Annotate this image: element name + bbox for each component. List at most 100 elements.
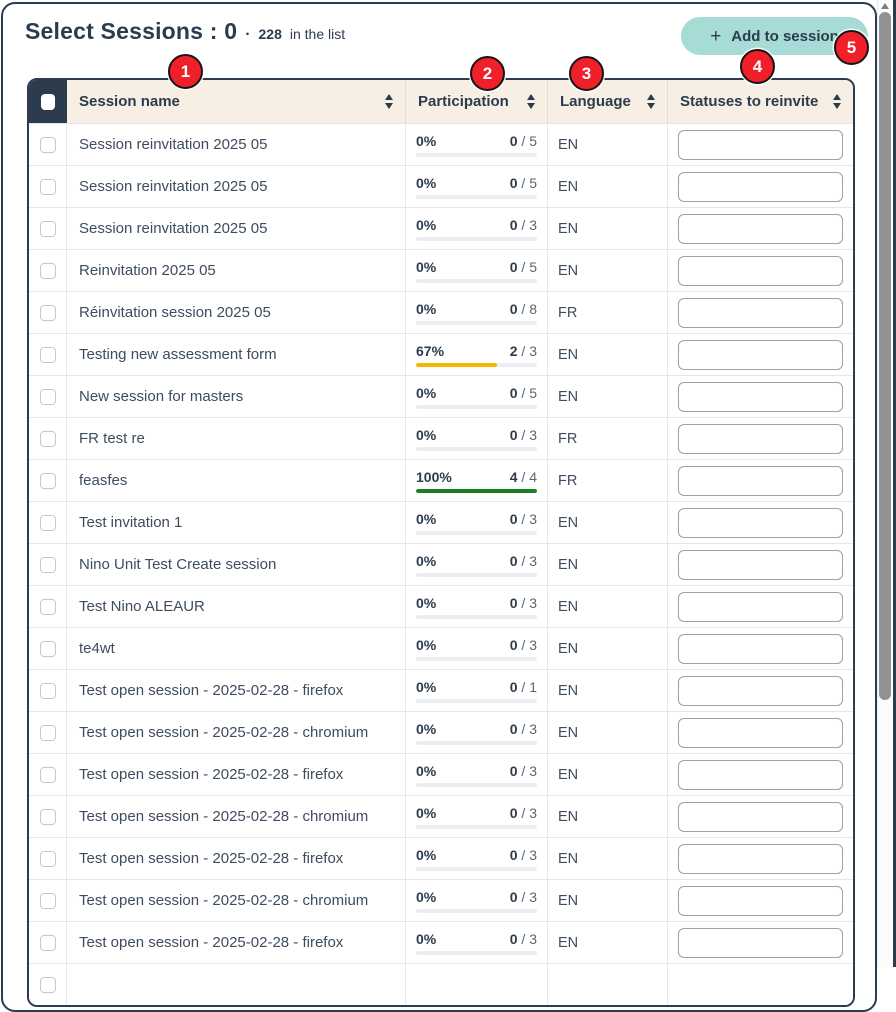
- statuses-to-reinvite-input[interactable]: [678, 255, 843, 286]
- row-checkbox[interactable]: [39, 178, 56, 195]
- select-all-cell[interactable]: [29, 80, 67, 123]
- row-checkbox[interactable]: [39, 934, 56, 951]
- row-checkbox[interactable]: [39, 682, 56, 699]
- language-code: EN: [558, 178, 579, 195]
- language-cell: EN: [548, 880, 668, 921]
- progress-bar-track: [416, 572, 537, 577]
- row-checkbox[interactable]: [39, 724, 56, 741]
- column-header-statuses-to-reinvite[interactable]: Statuses to reinvite: [668, 80, 853, 123]
- statuses-to-reinvite-input[interactable]: [678, 843, 843, 874]
- select-all-checkbox[interactable]: [41, 93, 55, 110]
- annotation-badge-1: 1: [168, 54, 203, 89]
- row-checkbox[interactable]: [39, 220, 56, 237]
- language-cell: EN: [548, 208, 668, 249]
- row-checkbox-cell: [29, 124, 67, 165]
- row-checkbox-cell: [29, 880, 67, 921]
- language-cell: FR: [548, 292, 668, 333]
- table-row: Test open session - 2025-02-28 - chromiu…: [29, 879, 853, 921]
- statuses-to-reinvite-input[interactable]: [678, 927, 843, 958]
- participation-cell: 0% 0 / 5: [406, 250, 548, 291]
- statuses-cell: [668, 124, 853, 165]
- statuses-to-reinvite-input[interactable]: [678, 801, 843, 832]
- participation-percent: 0%: [416, 426, 437, 443]
- participation-fraction: 0 / 3: [509, 720, 537, 737]
- participation-cell: 0% 0 / 3: [406, 922, 548, 963]
- progress-bar-fill: [416, 488, 537, 493]
- statuses-to-reinvite-input[interactable]: [678, 717, 843, 748]
- row-checkbox-cell: [29, 838, 67, 879]
- column-header-session-name[interactable]: Session name: [67, 80, 406, 123]
- row-checkbox[interactable]: [39, 388, 56, 405]
- statuses-to-reinvite-input[interactable]: [678, 465, 843, 496]
- progress-bar-track: [416, 782, 537, 787]
- statuses-to-reinvite-input[interactable]: [678, 297, 843, 328]
- statuses-to-reinvite-input[interactable]: [678, 885, 843, 916]
- statuses-to-reinvite-input[interactable]: [678, 759, 843, 790]
- statuses-cell: [668, 964, 853, 1005]
- row-checkbox[interactable]: [39, 850, 56, 867]
- row-checkbox[interactable]: [39, 892, 56, 909]
- participation-percent: 0%: [416, 804, 437, 821]
- row-checkbox[interactable]: [39, 136, 56, 153]
- statuses-to-reinvite-input[interactable]: [678, 381, 843, 412]
- sessions-table: Session name Participation Language Stat…: [27, 78, 855, 1007]
- session-name: te4wt: [79, 640, 115, 657]
- session-name: Test open session - 2025-02-28 - chromiu…: [79, 892, 369, 909]
- sort-icon: [527, 94, 535, 109]
- language-code: EN: [558, 682, 579, 699]
- row-checkbox[interactable]: [39, 808, 56, 825]
- statuses-to-reinvite-input[interactable]: [678, 423, 843, 454]
- statuses-to-reinvite-input[interactable]: [678, 633, 843, 664]
- statuses-to-reinvite-input[interactable]: [678, 549, 843, 580]
- row-checkbox-cell: [29, 418, 67, 459]
- participation-cell: 0% 0 / 3: [406, 544, 548, 585]
- participation-cell: [406, 964, 548, 1005]
- participation-percent: 0%: [416, 678, 437, 695]
- participation-fraction: 0 / 3: [509, 636, 537, 653]
- progress-bar-fill: [416, 362, 498, 367]
- row-checkbox[interactable]: [39, 556, 56, 573]
- sort-icon: [385, 94, 393, 109]
- participation-cell: 0% 0 / 3: [406, 502, 548, 543]
- session-name-cell: Test open session - 2025-02-28 - chromiu…: [67, 796, 406, 837]
- language-cell: EN: [548, 166, 668, 207]
- language-cell: EN: [548, 544, 668, 585]
- statuses-to-reinvite-input[interactable]: [678, 171, 843, 202]
- row-checkbox[interactable]: [39, 598, 56, 615]
- scrollbar-up-arrow-icon[interactable]: [881, 3, 889, 9]
- statuses-to-reinvite-input[interactable]: [678, 129, 843, 160]
- row-checkbox[interactable]: [39, 304, 56, 321]
- row-checkbox[interactable]: [39, 976, 56, 993]
- row-checkbox-cell: [29, 796, 67, 837]
- column-label: Statuses to reinvite: [680, 93, 819, 110]
- session-name-cell: New session for masters: [67, 376, 406, 417]
- row-checkbox[interactable]: [39, 514, 56, 531]
- statuses-cell: [668, 754, 853, 795]
- language-cell: EN: [548, 712, 668, 753]
- participation-fraction: 0 / 3: [509, 426, 537, 443]
- statuses-to-reinvite-input[interactable]: [678, 507, 843, 538]
- session-name: Session reinvitation 2025 05: [79, 220, 268, 237]
- scrollbar-thumb[interactable]: [879, 12, 891, 700]
- statuses-to-reinvite-input[interactable]: [678, 675, 843, 706]
- plus-icon: +: [710, 25, 722, 47]
- table-row: Test open session - 2025-02-28 - firefox…: [29, 921, 853, 963]
- row-checkbox[interactable]: [39, 430, 56, 447]
- progress-bar-track: [416, 362, 537, 367]
- participation-cell: 0% 0 / 5: [406, 166, 548, 207]
- statuses-to-reinvite-input[interactable]: [678, 339, 843, 370]
- participation-percent: 0%: [416, 720, 437, 737]
- row-checkbox[interactable]: [39, 766, 56, 783]
- row-checkbox[interactable]: [39, 472, 56, 489]
- statuses-to-reinvite-input[interactable]: [678, 591, 843, 622]
- annotation-badge-2: 2: [470, 56, 505, 91]
- language-code: EN: [558, 136, 579, 153]
- page-title-bar: Select Sessions : 0 · 228 in the list: [25, 18, 345, 45]
- statuses-to-reinvite-input[interactable]: [678, 213, 843, 244]
- participation-fraction: 0 / 3: [509, 846, 537, 863]
- row-checkbox[interactable]: [39, 262, 56, 279]
- session-name-cell: Test open session - 2025-02-28 - firefox: [67, 922, 406, 963]
- row-checkbox[interactable]: [39, 640, 56, 657]
- row-checkbox[interactable]: [39, 346, 56, 363]
- column-header-language[interactable]: Language: [548, 80, 668, 123]
